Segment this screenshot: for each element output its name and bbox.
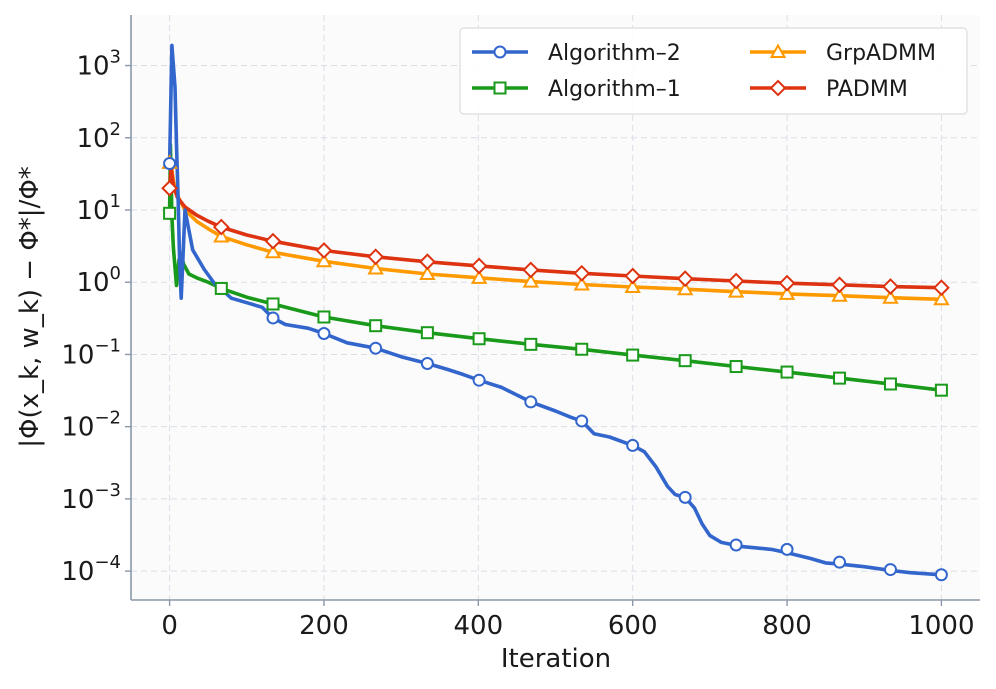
data-point-square <box>626 348 640 362</box>
series-markers <box>161 154 950 582</box>
x-axis-label: Iteration <box>501 644 611 674</box>
legend-label: Algorithm–2 <box>548 41 681 66</box>
legend-marker-circle <box>493 45 507 59</box>
axes <box>130 15 980 601</box>
data-point-square <box>780 365 794 379</box>
data-point-diamond <box>212 218 230 236</box>
data-point-square <box>420 326 434 340</box>
data-point-diamond <box>932 279 950 297</box>
data-point-triangle <box>676 280 694 296</box>
series-line-square <box>167 143 944 393</box>
data-point-circle <box>780 542 794 556</box>
data-point-triangle <box>367 259 384 275</box>
data-point-diamond <box>264 232 282 250</box>
data-point-circle <box>833 555 847 569</box>
data-point-triangle <box>470 269 488 284</box>
legend: Algorithm–2 Algorithm–1 GrpADMM PADMM <box>459 27 968 115</box>
data-point-triangle <box>315 252 333 268</box>
legend-label: Algorithm–1 <box>548 77 681 102</box>
data-point-diamond <box>778 274 796 292</box>
data-point-circle <box>626 438 640 452</box>
y-tick-label: 10−2 <box>61 408 121 443</box>
data-point-circle <box>317 326 331 340</box>
data-point-diamond <box>573 264 591 282</box>
series-line-circle <box>167 43 944 577</box>
legend-marker-diamond <box>769 79 787 97</box>
x-tick-label: 200 <box>299 611 349 641</box>
legend-box <box>459 27 968 115</box>
y-tick-label: 10−1 <box>61 335 121 370</box>
data-point-circle <box>163 157 177 171</box>
x-ticks: 0 200 400 600 800 1000 <box>161 600 974 641</box>
legend-label: PADMM <box>826 77 908 102</box>
x-tick-label: 0 <box>161 611 178 641</box>
data-point-diamond <box>418 253 436 271</box>
data-point-diamond <box>315 242 333 259</box>
data-point-square <box>369 319 383 333</box>
legend-label: GrpADMM <box>826 41 936 66</box>
data-point-circle <box>575 414 589 428</box>
data-point-square <box>266 297 280 311</box>
y-axis-label: |Φ(x_k, w_k) − Φ*|/Φ* <box>15 166 45 448</box>
data-point-square <box>575 342 589 356</box>
data-point-circle <box>369 341 383 355</box>
data-point-diamond <box>470 257 488 275</box>
data-point-square <box>524 337 538 351</box>
data-point-triangle <box>573 275 590 291</box>
data-point-triangle <box>882 289 899 304</box>
data-point-square <box>934 383 948 397</box>
y-tick-label: 100 <box>76 263 121 298</box>
data-point-triangle <box>831 287 848 302</box>
x-tick-label: 600 <box>608 611 658 641</box>
data-point-triangle <box>264 243 282 259</box>
data-point-triangle <box>522 273 540 288</box>
data-point-diamond <box>831 276 848 294</box>
data-point-circle <box>934 568 948 582</box>
data-point-square <box>214 281 228 295</box>
data-point-triangle <box>727 283 745 298</box>
data-point-triangle <box>419 265 436 280</box>
y-tick-label: 10−3 <box>61 480 121 515</box>
y-tick-label: 103 <box>76 47 121 82</box>
data-point-circle <box>883 563 897 577</box>
data-point-diamond <box>727 272 745 290</box>
x-tick-label: 800 <box>762 611 812 641</box>
data-point-diamond <box>624 267 642 285</box>
legend-marker-square <box>493 81 507 95</box>
data-point-triangle <box>933 290 950 306</box>
data-point-square <box>317 310 331 324</box>
legend-marker-triangle <box>769 43 787 58</box>
data-point-square <box>883 377 897 391</box>
data-point-circle <box>678 490 692 504</box>
data-point-circle <box>729 538 743 552</box>
data-point-diamond <box>676 270 694 288</box>
data-point-circle <box>266 311 280 325</box>
data-point-diamond <box>161 179 179 197</box>
data-point-square <box>472 332 486 346</box>
data-point-circle <box>472 373 486 387</box>
x-tick-label: 400 <box>453 611 503 641</box>
data-point-triangle <box>213 227 230 243</box>
data-point-square <box>729 360 743 374</box>
y-tick-label: 102 <box>76 119 121 154</box>
data-point-diamond <box>522 261 540 279</box>
data-point-square <box>678 354 692 368</box>
y-tick-label: 10−4 <box>61 552 121 587</box>
data-point-square <box>163 206 177 220</box>
data-point-diamond <box>882 278 899 296</box>
y-ticks: 103 102 101 100 10−1 10−2 10−3 10−4 <box>61 47 131 587</box>
data-point-triangle <box>778 285 796 300</box>
data-point-diamond <box>367 248 385 266</box>
data-point-circle <box>524 395 538 409</box>
data-point-triangle <box>624 278 641 293</box>
data-point-circle <box>420 356 434 370</box>
x-tick-label: 1000 <box>908 611 974 641</box>
y-tick-label: 101 <box>76 191 121 226</box>
data-point-square <box>833 371 847 385</box>
